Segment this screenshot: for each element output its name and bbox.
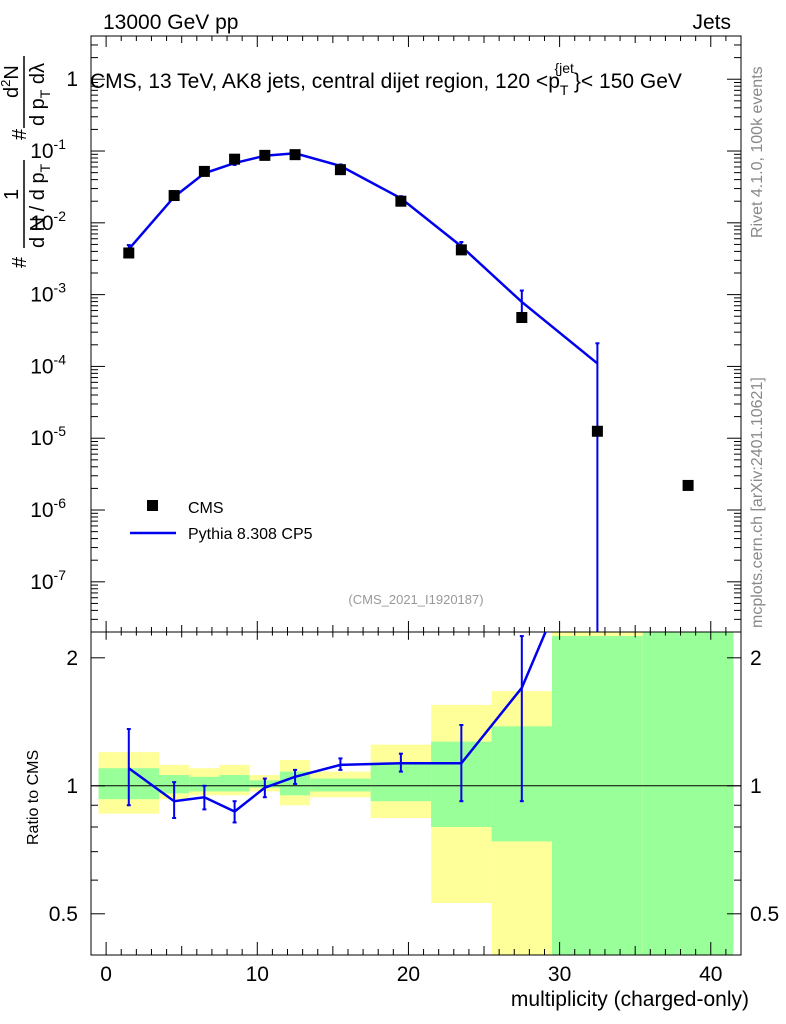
cms-data-point [289, 149, 301, 161]
ratio-axes: 0 10 20 30 40 0.5 0.5 1 1 2 2 [49, 631, 779, 986]
y-title-hash: # [9, 256, 31, 268]
ratio-x-tick-label: 20 [397, 963, 420, 986]
main-y-tick-label: 10-5 [30, 423, 66, 450]
cms-data-point [334, 164, 346, 176]
y-title-numerator: d2N [0, 65, 23, 98]
cms-data-point [591, 425, 603, 437]
legend-cms-label: CMS [188, 500, 224, 517]
ratio-y-tick-label-left: 0.5 [49, 903, 78, 926]
legend-cms-marker [147, 500, 158, 511]
rivet-version-label: Rivet 4.1.0, 100k events [749, 66, 766, 238]
ratio-uncertainty-bands [98, 632, 734, 955]
ratio-band-inner [219, 775, 250, 792]
main-y-ticks: 1 10-1 10-2 10-3 10-4 10-5 10-6 10-7 [30, 35, 741, 633]
ratio-band-inner [310, 778, 371, 792]
ratio-y-tick-label-right: 1 [750, 775, 762, 798]
legend-mc-label: Pythia 8.308 CP5 [188, 526, 313, 543]
main-y-tick-label: 10-6 [30, 495, 66, 522]
y-title-denominator-2: d pT dλ [27, 63, 53, 126]
header-category: Jets [692, 11, 731, 34]
mc-line [127, 152, 599, 365]
cms-data-point [123, 247, 135, 259]
mc-series [126, 150, 600, 632]
ratio-x-tick-label: 30 [548, 963, 571, 986]
ratio-band-inner [189, 776, 220, 792]
ratio-y-axis-title: Ratio to CMS [25, 750, 42, 845]
main-panel: 1 10-1 10-2 10-3 10-4 10-5 10-6 10-7 [30, 35, 742, 633]
ratio-y-tick-label-right: 2 [750, 647, 762, 670]
cms-data-point [682, 479, 694, 491]
cms-data-point [259, 149, 271, 161]
y-title-denominator: d N / d pT [27, 163, 53, 248]
main-y-tick-label: 10-4 [30, 351, 66, 378]
x-axis-title: multiplicity (charged-only) [511, 988, 749, 1011]
legend: CMS Pythia 8.308 CP5 [130, 500, 313, 543]
ratio-x-tick-label: 10 [246, 963, 269, 986]
ratio-band-inner [552, 636, 643, 955]
ratio-y-tick-label-left: 1 [66, 775, 78, 798]
main-y-tick-label: 10-1 [30, 136, 66, 163]
ratio-band-inner [642, 632, 734, 955]
ratio-y-tick-label-left: 2 [66, 647, 78, 670]
cms-data-point [168, 190, 180, 202]
ratio-x-tick-label: 40 [699, 963, 722, 986]
cms-data-point [229, 153, 241, 165]
ratio-y-tick-label-right: 0.5 [750, 903, 779, 926]
main-y-tick-label: 10-7 [30, 567, 66, 594]
cms-data-point [198, 165, 210, 177]
watermark-analysis-id: (CMS_2021_I1920187) [348, 592, 483, 607]
y-title-num-hash: # [9, 128, 31, 140]
ratio-series [126, 632, 547, 824]
main-y-axis-title: # 1 d N / d pT # d2N d pT dλ [0, 56, 53, 268]
header-energy: 13000 GeV pp [103, 11, 238, 34]
mcplots-label: mcplots.cern.ch [arXiv:2401.10621] [749, 377, 766, 628]
ratio-frame [90, 631, 742, 956]
main-y-tick-label: 1 [66, 68, 78, 91]
cms-data-point [516, 312, 528, 324]
plot-title: CMS, 13 TeV, AK8 jets, central dijet reg… [90, 60, 682, 98]
cms-data-point [455, 244, 467, 256]
cms-data-point [395, 195, 407, 207]
main-y-tick-label: 10-2 [30, 208, 66, 235]
y-title-one: 1 [1, 189, 23, 200]
ratio-x-tick-label: 0 [100, 963, 112, 986]
main-y-tick-label: 10-3 [30, 280, 66, 307]
cms-data-series [123, 149, 694, 491]
ratio-panel: 0 10 20 30 40 0.5 0.5 1 1 2 2 [49, 631, 779, 986]
